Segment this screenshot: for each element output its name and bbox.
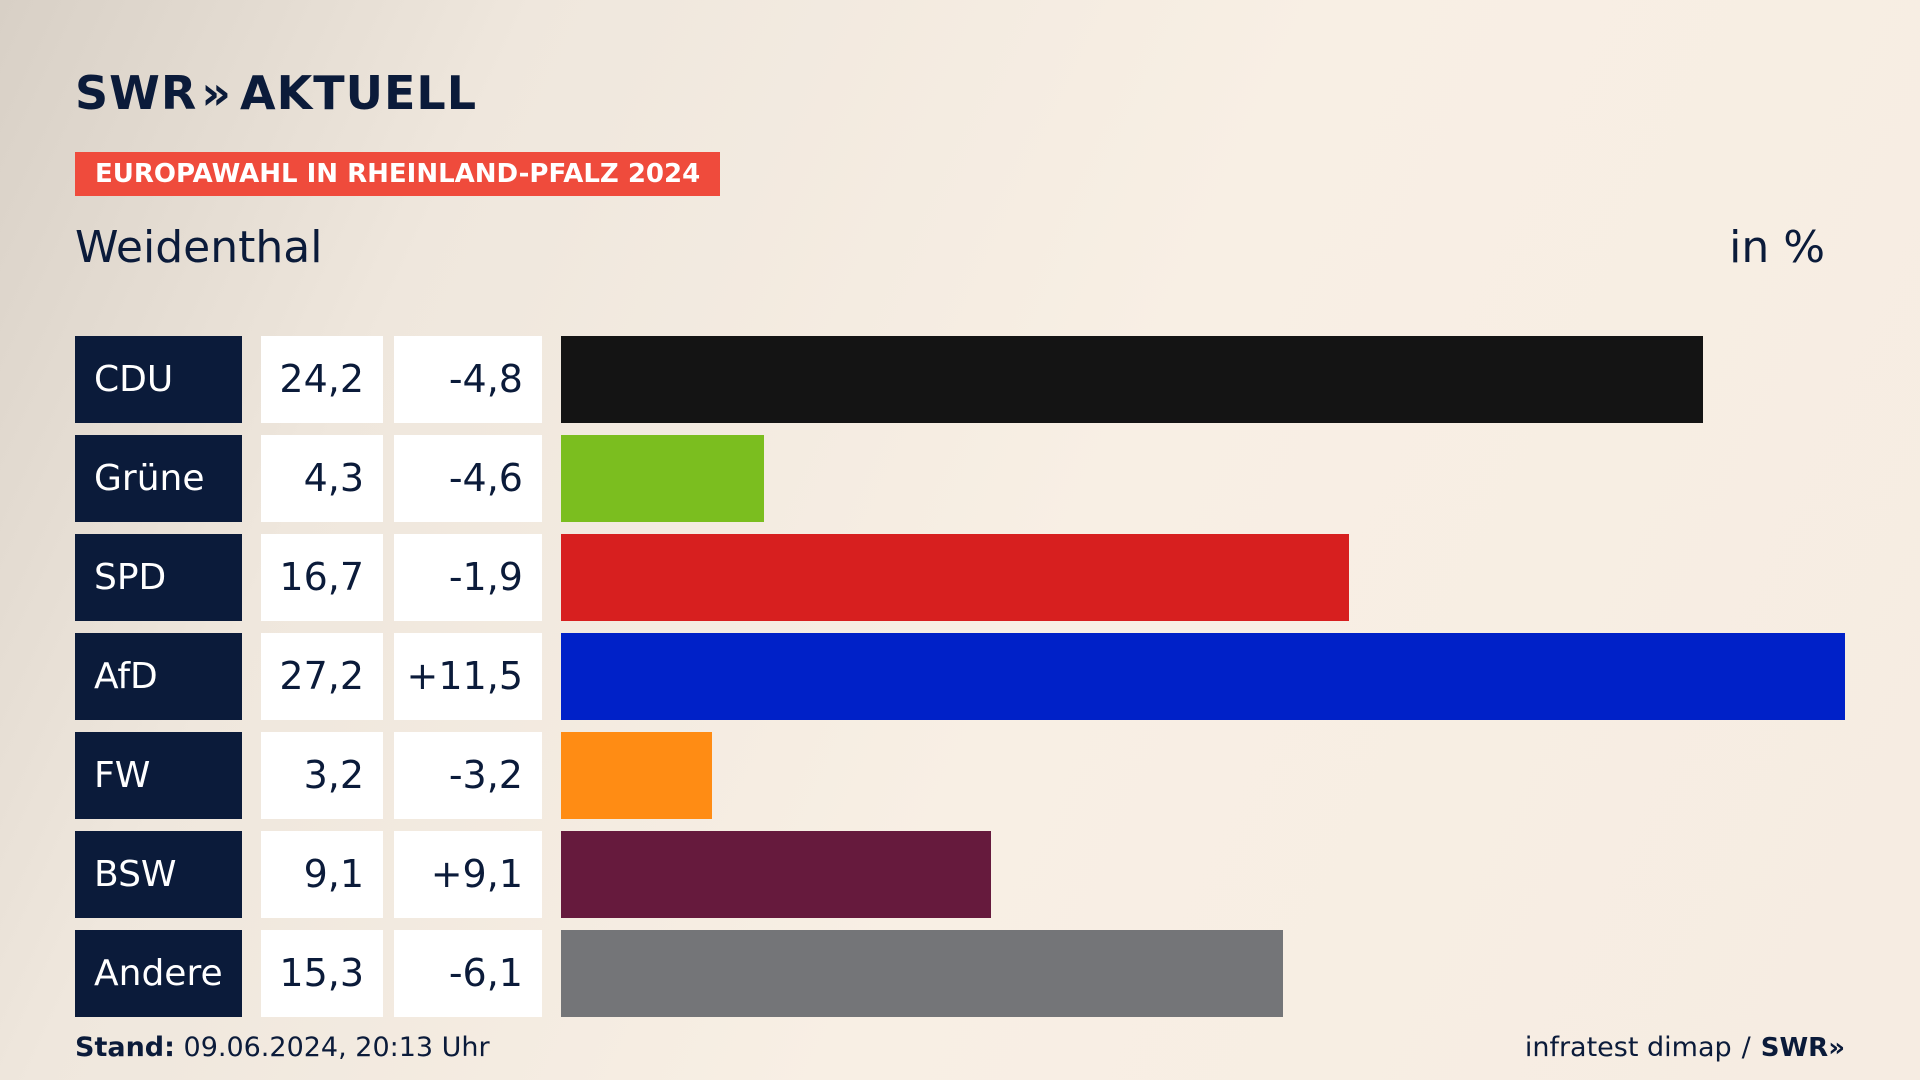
- vote-change-value: -3,2: [394, 732, 542, 819]
- vote-share-bar: [561, 534, 1349, 621]
- source-name: infratest dimap: [1524, 1032, 1732, 1063]
- source-separator: /: [1741, 1032, 1751, 1063]
- party-label: FW: [75, 732, 242, 819]
- logo-chevrons-icon: »: [201, 66, 233, 120]
- timestamp: Stand: 09.06.2024, 20:13 Uhr: [75, 1030, 490, 1066]
- place-title: Weidenthal: [75, 222, 323, 273]
- vote-change-value: -4,6: [394, 435, 542, 522]
- result-row: Andere 15,3 -6,1: [75, 930, 1845, 1017]
- election-tag: EUROPAWAHL IN RHEINLAND-PFALZ 2024: [75, 152, 721, 196]
- vote-share-value: 24,2: [261, 336, 383, 423]
- party-label: CDU: [75, 336, 242, 423]
- vote-share-bar: [561, 831, 991, 918]
- vote-share-value: 9,1: [261, 831, 383, 918]
- result-row: CDU 24,2 -4,8: [75, 336, 1845, 423]
- vote-share-value: 15,3: [261, 930, 383, 1017]
- party-label: Andere: [75, 930, 242, 1017]
- vote-share-bar: [561, 633, 1845, 720]
- logo-brand: SWR: [75, 66, 198, 120]
- vote-change-value: -1,9: [394, 534, 542, 621]
- unit-label: in %: [1729, 222, 1825, 273]
- result-row: Grüne 4,3 -4,6: [75, 435, 1845, 522]
- stand-value: 09.06.2024, 20:13 Uhr: [183, 1032, 490, 1063]
- vote-share-bar: [561, 435, 764, 522]
- result-row: SPD 16,7 -1,9: [75, 534, 1845, 621]
- party-label: BSW: [75, 831, 242, 918]
- vote-share-bar: [561, 732, 712, 819]
- vote-share-value: 3,2: [261, 732, 383, 819]
- stand-label: Stand:: [75, 1032, 175, 1063]
- swr-brand-logo: SWR»: [1760, 1033, 1845, 1063]
- party-label: AfD: [75, 633, 242, 720]
- vote-share-value: 4,3: [261, 435, 383, 522]
- source-credit: infratest dimap / SWR»: [1525, 1030, 1845, 1066]
- result-row: AfD 27,2 +11,5: [75, 633, 1845, 720]
- swr-aktuell-logo: SWR » AKTUELL: [75, 66, 478, 120]
- vote-change-value: -4,8: [394, 336, 542, 423]
- vote-share-value: 27,2: [261, 633, 383, 720]
- party-label: SPD: [75, 534, 242, 621]
- vote-change-value: +11,5: [394, 633, 542, 720]
- logo-product: AKTUELL: [240, 66, 478, 120]
- vote-change-value: -6,1: [394, 930, 542, 1017]
- party-label: Grüne: [75, 435, 242, 522]
- vote-share-value: 16,7: [261, 534, 383, 621]
- vote-change-value: +9,1: [394, 831, 542, 918]
- vote-share-bar: [561, 336, 1703, 423]
- result-row: BSW 9,1 +9,1: [75, 831, 1845, 918]
- result-row: FW 3,2 -3,2: [75, 732, 1845, 819]
- vote-share-bar: [561, 930, 1283, 1017]
